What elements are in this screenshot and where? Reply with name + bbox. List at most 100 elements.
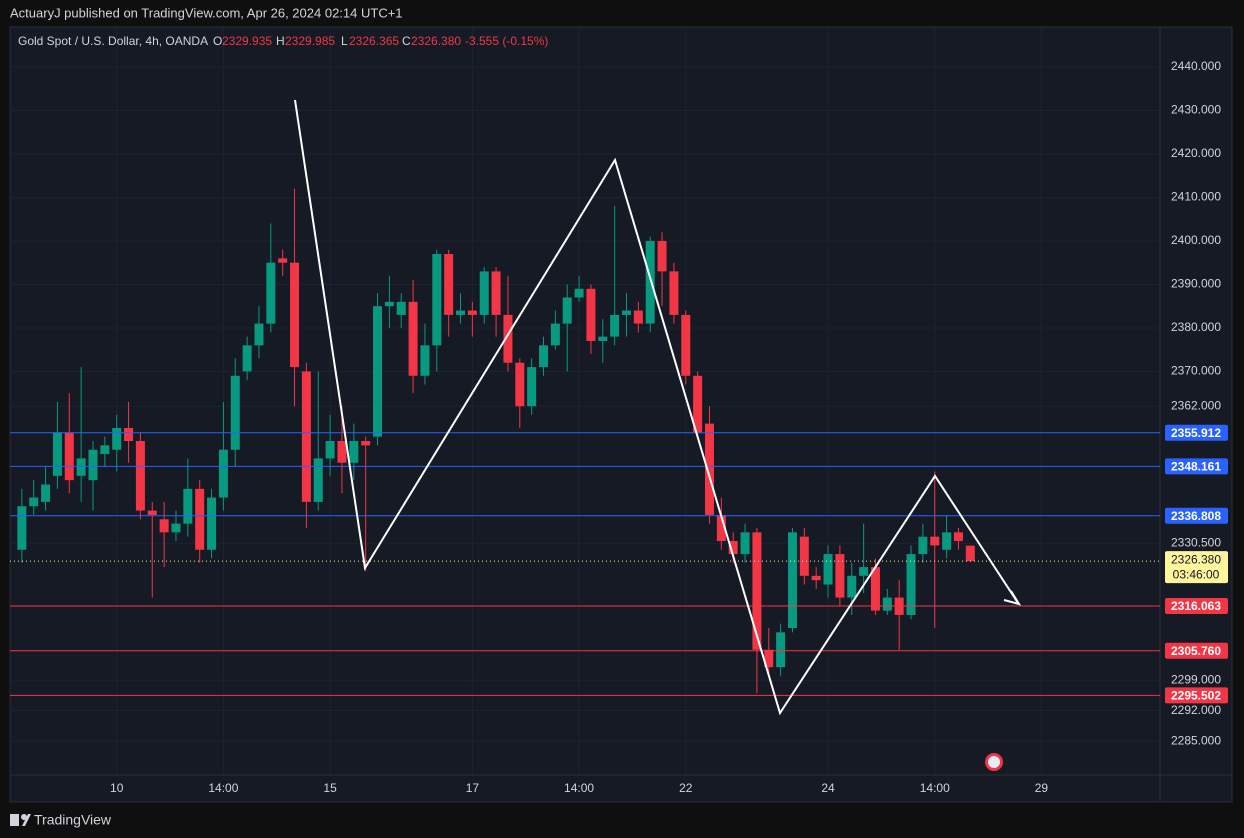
candle-body <box>681 314 691 376</box>
candle-body <box>384 301 394 307</box>
y-tick-label: 2362.000 <box>1171 398 1221 412</box>
candle-body <box>467 310 477 315</box>
candle-body <box>432 254 442 346</box>
brand-logo-dot <box>21 814 27 820</box>
candle-body <box>207 497 217 550</box>
candle-body <box>740 532 750 555</box>
y-tick-label: 2285.000 <box>1171 733 1221 747</box>
x-tick-label: 14:00 <box>208 781 238 795</box>
candle-body <box>918 536 928 555</box>
legend-l-label: L <box>341 34 348 48</box>
x-tick-label: 22 <box>679 781 693 795</box>
candle-body <box>859 567 869 576</box>
candle-body <box>799 536 809 576</box>
y-tick-label: 2430.000 <box>1171 103 1221 117</box>
candle-body <box>195 488 205 550</box>
candle-body <box>88 449 98 481</box>
x-tick-label: 24 <box>821 781 835 795</box>
candle-body <box>266 262 276 324</box>
candle-body <box>503 314 513 363</box>
y-tick-label: 2390.000 <box>1171 277 1221 291</box>
candle-body <box>337 441 347 463</box>
candle-body <box>539 345 549 368</box>
candle-body <box>870 567 880 611</box>
candle-body <box>135 441 145 511</box>
candle-body <box>171 523 181 533</box>
y-tick-label: 2330.500 <box>1171 535 1221 549</box>
candle-body <box>835 554 845 598</box>
candle-body <box>621 310 631 315</box>
countdown: 03:46:00 <box>1173 567 1220 581</box>
candle-body <box>183 488 193 524</box>
zigzag-drawing <box>294 99 1019 716</box>
last-price-box <box>1165 551 1228 584</box>
candle-body <box>586 288 596 341</box>
candle-body <box>100 445 110 455</box>
level-label: 2295.502 <box>1171 689 1221 703</box>
y-tick-label: 2299.000 <box>1171 672 1221 686</box>
legend-change: -3.555 (-0.15%) <box>465 34 548 48</box>
legend-c-label: C <box>402 34 411 48</box>
legend-low: 2326.365 <box>349 34 399 48</box>
candle-body <box>349 441 359 463</box>
legend-close: 2326.380 <box>411 34 461 48</box>
candle-body <box>444 254 454 315</box>
level-label: 2355.912 <box>1171 426 1221 440</box>
level-label-box <box>1165 642 1228 659</box>
candle-body <box>728 541 738 555</box>
candle-body <box>301 371 311 502</box>
candle-body <box>906 554 916 615</box>
x-tick-label: 10 <box>110 781 124 795</box>
level-label-box <box>1165 458 1228 475</box>
candle-body <box>17 506 27 550</box>
candle-body <box>965 545 975 562</box>
candle-body <box>373 306 383 437</box>
candle-body <box>598 336 608 341</box>
level-label: 2316.063 <box>1171 599 1221 613</box>
x-tick-label: 14:00 <box>920 781 950 795</box>
y-tick-label: 2440.000 <box>1171 59 1221 73</box>
candle-body <box>230 375 240 450</box>
candle-body <box>479 271 489 315</box>
event-icon-inner <box>988 756 1000 768</box>
candle-body <box>159 519 169 533</box>
candle-body <box>491 271 501 315</box>
y-tick-label: 2380.000 <box>1171 320 1221 334</box>
legend-title: Gold Spot / U.S. Dollar, 4h, OANDA <box>18 34 208 48</box>
candle-body <box>242 345 252 372</box>
candle-body <box>610 314 620 337</box>
level-label: 2348.161 <box>1171 460 1221 474</box>
candle-body <box>76 458 86 476</box>
candle-body <box>693 375 703 433</box>
level-label-box <box>1165 597 1228 614</box>
candle-body <box>787 532 797 629</box>
candle-body <box>811 575 821 581</box>
candle-body <box>752 532 762 650</box>
candle-body <box>408 301 418 376</box>
candle-body <box>325 441 335 459</box>
y-tick-label: 2370.000 <box>1171 364 1221 378</box>
candle-body <box>218 449 228 498</box>
candle-body <box>313 458 323 502</box>
candle-body <box>515 362 525 407</box>
y-tick-label: 2410.000 <box>1171 190 1221 204</box>
candle-body <box>527 367 537 407</box>
last-price-label: 2326.380 <box>1171 552 1221 566</box>
legend-open: 2329.935 <box>222 34 272 48</box>
y-tick-label: 2420.000 <box>1171 146 1221 160</box>
legend-o-label: O <box>213 34 222 48</box>
candle-body <box>847 575 857 598</box>
candle-body <box>52 432 62 476</box>
candle-body <box>550 323 560 346</box>
legend: Gold Spot / U.S. Dollar, 4h, OANDA O 232… <box>18 34 548 48</box>
candle-body <box>953 532 963 542</box>
arrow-head <box>1003 590 1022 606</box>
candle-body <box>254 323 264 346</box>
candle-body <box>64 432 74 481</box>
legend-h-label: H <box>276 34 285 48</box>
level-label-box <box>1165 507 1228 524</box>
chart-panel <box>9 26 1233 803</box>
candle-body <box>704 423 714 515</box>
